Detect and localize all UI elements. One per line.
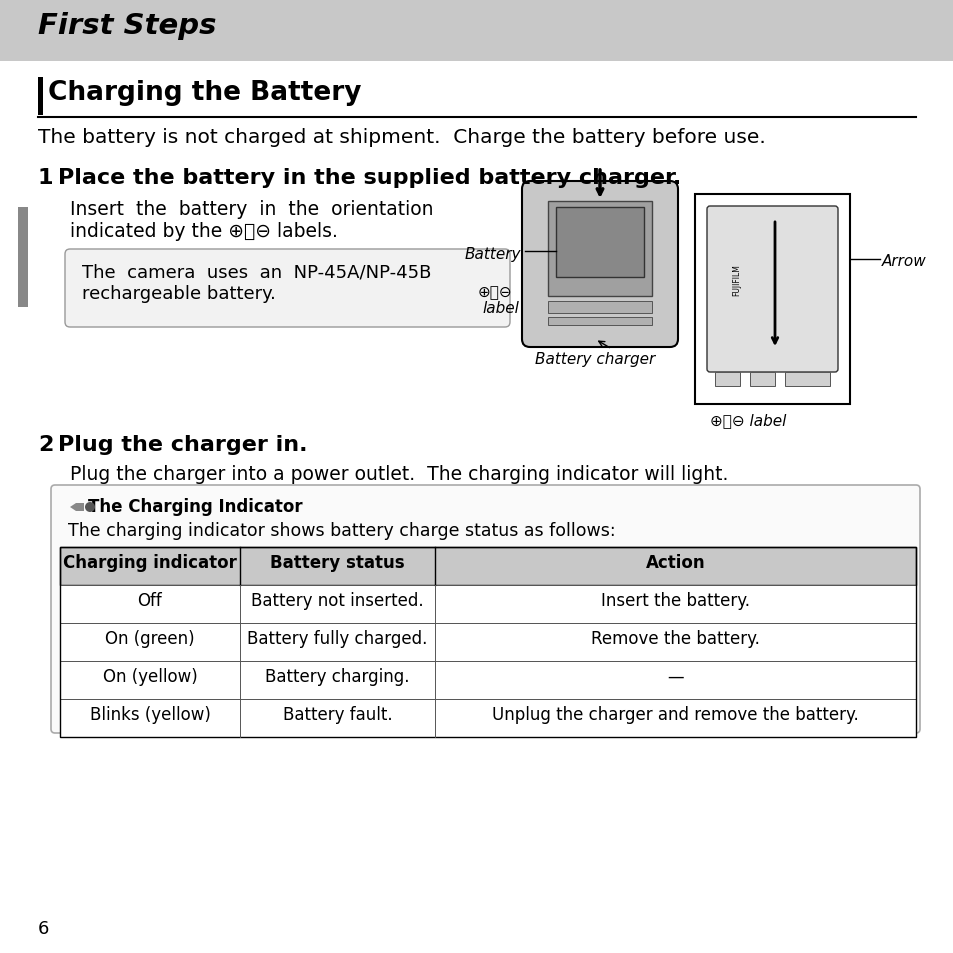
Text: Arrow: Arrow (882, 253, 925, 269)
Text: The battery is not charged at shipment.  Charge the battery before use.: The battery is not charged at shipment. … (38, 128, 765, 147)
Bar (60, 585, 915, 623)
FancyBboxPatch shape (65, 250, 510, 328)
Text: First Steps: First Steps (38, 12, 216, 40)
Bar (60, 661, 915, 700)
Bar (38, 78, 43, 116)
Bar (547, 317, 651, 326)
Text: Insert the battery.: Insert the battery. (600, 592, 749, 609)
Text: Battery not inserted.: Battery not inserted. (251, 592, 423, 609)
Bar (60, 623, 915, 661)
Text: 1: 1 (38, 168, 53, 188)
Bar (60, 547, 915, 585)
Bar (749, 373, 774, 387)
Text: —: — (666, 667, 683, 685)
Text: Action: Action (645, 554, 704, 572)
Bar (60, 547, 915, 738)
Text: FUJIFILM: FUJIFILM (732, 264, 740, 295)
Text: Charging indicator: Charging indicator (63, 554, 236, 572)
Text: The  camera  uses  an  NP-45A/NP-45B: The camera uses an NP-45A/NP-45B (82, 264, 431, 282)
FancyBboxPatch shape (695, 194, 849, 405)
Text: Unplug the charger and remove the battery.: Unplug the charger and remove the batter… (492, 705, 858, 723)
Text: Battery charging.: Battery charging. (265, 667, 410, 685)
FancyBboxPatch shape (521, 182, 678, 348)
Text: Blinks (yellow): Blinks (yellow) (90, 705, 211, 723)
FancyBboxPatch shape (706, 207, 837, 373)
Bar (60, 700, 915, 738)
Text: Remove the battery.: Remove the battery. (591, 629, 760, 647)
Text: Place the battery in the supplied battery charger.: Place the battery in the supplied batter… (58, 168, 680, 188)
Text: Plug the charger into a power outlet.  The charging indicator will light.: Plug the charger into a power outlet. Th… (70, 464, 727, 483)
Text: The Charging Indicator: The Charging Indicator (88, 497, 302, 516)
Text: ⊕Ⓣ⊖ label: ⊕Ⓣ⊖ label (709, 413, 785, 428)
Text: 2: 2 (38, 435, 53, 455)
Text: Battery charger: Battery charger (535, 352, 655, 367)
Text: The charging indicator shows battery charge status as follows:: The charging indicator shows battery cha… (68, 521, 615, 539)
Text: ⊕Ⓣ⊖: ⊕Ⓣ⊖ (477, 285, 512, 299)
FancyBboxPatch shape (556, 208, 643, 277)
Circle shape (85, 502, 95, 513)
Text: On (yellow): On (yellow) (103, 667, 197, 685)
Polygon shape (70, 503, 84, 512)
Text: Battery: Battery (464, 247, 521, 262)
Bar (18, 208, 28, 308)
Text: indicated by the ⊕Ⓣ⊖ labels.: indicated by the ⊕Ⓣ⊖ labels. (70, 222, 337, 241)
Text: Charging the Battery: Charging the Battery (48, 80, 361, 106)
Text: Battery fully charged.: Battery fully charged. (247, 629, 427, 647)
Bar (714, 373, 740, 387)
Bar (0, 0, 953, 62)
FancyBboxPatch shape (51, 485, 919, 733)
Bar (547, 302, 651, 314)
Text: rechargeable battery.: rechargeable battery. (82, 285, 275, 303)
Bar (784, 373, 829, 387)
Text: On (green): On (green) (105, 629, 194, 647)
Text: 6: 6 (38, 919, 50, 937)
Text: Plug the charger in.: Plug the charger in. (58, 435, 307, 455)
Text: Off: Off (137, 592, 162, 609)
Text: Battery fault.: Battery fault. (282, 705, 392, 723)
Text: Battery status: Battery status (270, 554, 404, 572)
FancyBboxPatch shape (547, 202, 651, 296)
Text: Insert  the  battery  in  the  orientation: Insert the battery in the orientation (70, 200, 433, 219)
Text: label: label (481, 301, 518, 315)
